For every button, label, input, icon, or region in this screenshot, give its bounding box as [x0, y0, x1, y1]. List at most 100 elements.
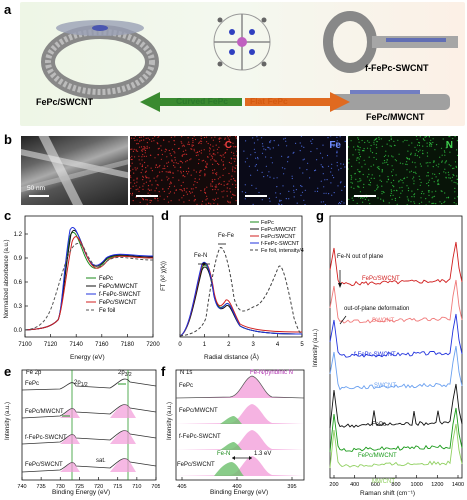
xanes-xtick: 7140	[70, 342, 84, 348]
exafs-chart: 0 1 2 3 4 5 FePcFePc/MWCNTFePc/SWCNTf-FePc-SW…	[178, 215, 304, 348]
raman-spectrum	[329, 407, 463, 453]
xanes-ytick: 0.9	[14, 256, 23, 262]
raman-sample-1: DWCNT	[372, 318, 395, 324]
raman-xtick: 600	[371, 482, 380, 488]
exafs-xtick: 0	[178, 342, 182, 348]
exafs-annot-fefe: Fe-Fe	[218, 233, 235, 239]
mwcnt-model	[330, 90, 450, 110]
swcnt-ring-model	[41, 20, 159, 99]
n1s-sample-1: FePc/MWCNT	[179, 408, 218, 414]
fe2p-peak1: 2p1/2	[74, 380, 88, 389]
xanes-line-f-fepc-swcnt	[24, 227, 154, 331]
raman-annot-1: Fe-N out of plane	[337, 254, 384, 260]
n1s-xtick: 400	[232, 484, 241, 490]
scale-bar-n	[354, 195, 376, 197]
exafs-xtick: 3	[252, 342, 256, 348]
map-fe-dots	[241, 135, 346, 206]
raman-annot-2: out-of-plane deformation	[344, 306, 410, 312]
label-fepc-swcnt: FePc/SWCNT	[36, 97, 94, 107]
map-label-n: N	[445, 140, 453, 151]
raman-sample-5: FePc/MWCNT	[358, 453, 397, 459]
n1s-shift-value: 1.3 eV	[254, 451, 272, 457]
label-f-fepc-swcnt: f-FePc-SWCNT	[365, 63, 429, 73]
scale-bar-fe	[245, 195, 267, 197]
n1s-xlabel: Binding Energy (eV)	[210, 489, 269, 496]
fe2p-xlabel: Binding Energy (eV)	[52, 489, 111, 496]
raman-sample-4: FePc	[372, 422, 387, 428]
fe2p-xtick: 710	[132, 484, 141, 490]
exafs-annot-fen: Fe-N	[194, 253, 208, 259]
xanes-ytick: 0.6	[14, 280, 23, 286]
xanes-ytick: 0.3	[14, 304, 23, 310]
panel-label-a: a	[4, 2, 12, 17]
tem-image: 50 nm	[15, 128, 132, 214]
raman-spectrum	[329, 241, 463, 287]
fe2p-xtick: 730	[56, 484, 65, 490]
n1s-ylabel: Intensity (a.u.)	[167, 402, 173, 441]
xanes-ylabel: Normalized absorbance (a.u.)	[4, 239, 10, 319]
label-curved-fepc: Curved FePc	[176, 96, 228, 106]
raman-xtick: 1400	[452, 482, 464, 488]
exafs-legend-item: FePc	[261, 220, 274, 226]
raman-xlabel: Raman shift (cm⁻¹)	[360, 490, 416, 497]
exafs-ylabel: FT (k² χ(k))	[161, 261, 167, 291]
f-swcnt-model	[323, 11, 458, 73]
xanes-xlabel: Energy (eV)	[70, 354, 105, 361]
raman-xtick: 1200	[431, 482, 443, 488]
map-label-fe: Fe	[329, 140, 341, 151]
panel-label-f: f	[161, 364, 166, 379]
fe2p-xtick: 705	[151, 484, 160, 490]
map-c: C	[129, 135, 238, 205]
xanes-legend-item: f-FePc-SWCNT	[99, 292, 141, 298]
exafs-xtick: 5	[300, 342, 304, 348]
scale-label: 50 nm	[27, 185, 46, 192]
xanes-legend-item: Fe foil	[99, 308, 115, 314]
raman-spectrum	[329, 383, 463, 429]
fe2p-sample-2: f-FePc-SWCNT	[25, 435, 67, 441]
n1s-chart: 405 400 395	[175, 369, 305, 490]
xanes-legend-item: FePc/SWCNT	[99, 300, 137, 306]
n1s-sample-2: f-FePc-SWCNT	[179, 434, 221, 440]
label-fepc-mwcnt: FePc/MWCNT	[366, 112, 425, 122]
raman-sample-2: f-FePc-SWCNT	[354, 352, 396, 358]
panel-label-c: c	[4, 208, 12, 223]
raman-spectrum	[329, 345, 463, 391]
raman-sample-6: MWCNT	[372, 479, 395, 485]
exafs-line-f-fepc-swcnt	[179, 262, 303, 337]
fe2p-chart: 740 735 730 725 720 715 710 705	[17, 369, 160, 490]
exafs-xtick: 4	[276, 342, 280, 348]
xanes-xtick: 7200	[146, 342, 160, 348]
n1s-title: N 1s	[180, 370, 193, 376]
panel-label-e: e	[4, 364, 12, 379]
fe2p-spectra	[21, 378, 157, 473]
fe2p-title: Fe 2p	[26, 370, 42, 376]
map-n: N	[347, 135, 459, 206]
xanes-xtick: 7120	[44, 342, 58, 348]
fe2p-xtick: 725	[75, 484, 84, 490]
n1s-sample-3: FePc/SWCNT	[177, 462, 215, 468]
xanes-ytick: 1.2	[14, 232, 23, 238]
raman-spectrum	[329, 313, 463, 358]
xanes-line-fepc	[24, 231, 154, 331]
fe2p-sat: sat.	[96, 458, 106, 464]
panel-label-b: b	[4, 132, 12, 147]
xanes-xtick: 7100	[18, 342, 32, 348]
raman-spectrum	[329, 279, 463, 324]
exafs-legend-item: f-FePc-SWCNT	[261, 241, 300, 247]
xanes-xtick: 7180	[121, 342, 135, 348]
map-c-dots	[129, 135, 238, 205]
raman-xtick: 1000	[411, 482, 423, 488]
fepc-molecule	[213, 13, 271, 71]
panel-label-d: d	[161, 208, 169, 223]
fe2p-peak2: 2p3/2	[118, 370, 132, 379]
map-label-c: C	[224, 140, 232, 151]
map-n-dots	[347, 135, 459, 206]
fe2p-ylabel: Intensity (a.u.)	[5, 402, 11, 441]
xanes-line-fepc-swcnt	[24, 236, 154, 331]
raman-xtick: 800	[391, 482, 400, 488]
n1s-shift-label: Fe-N	[217, 451, 231, 457]
xanes-ytick: 0.0	[14, 328, 23, 334]
fe2p-sample-3: FePc/SWCNT	[25, 462, 63, 468]
panel-a-illustration	[41, 11, 458, 112]
